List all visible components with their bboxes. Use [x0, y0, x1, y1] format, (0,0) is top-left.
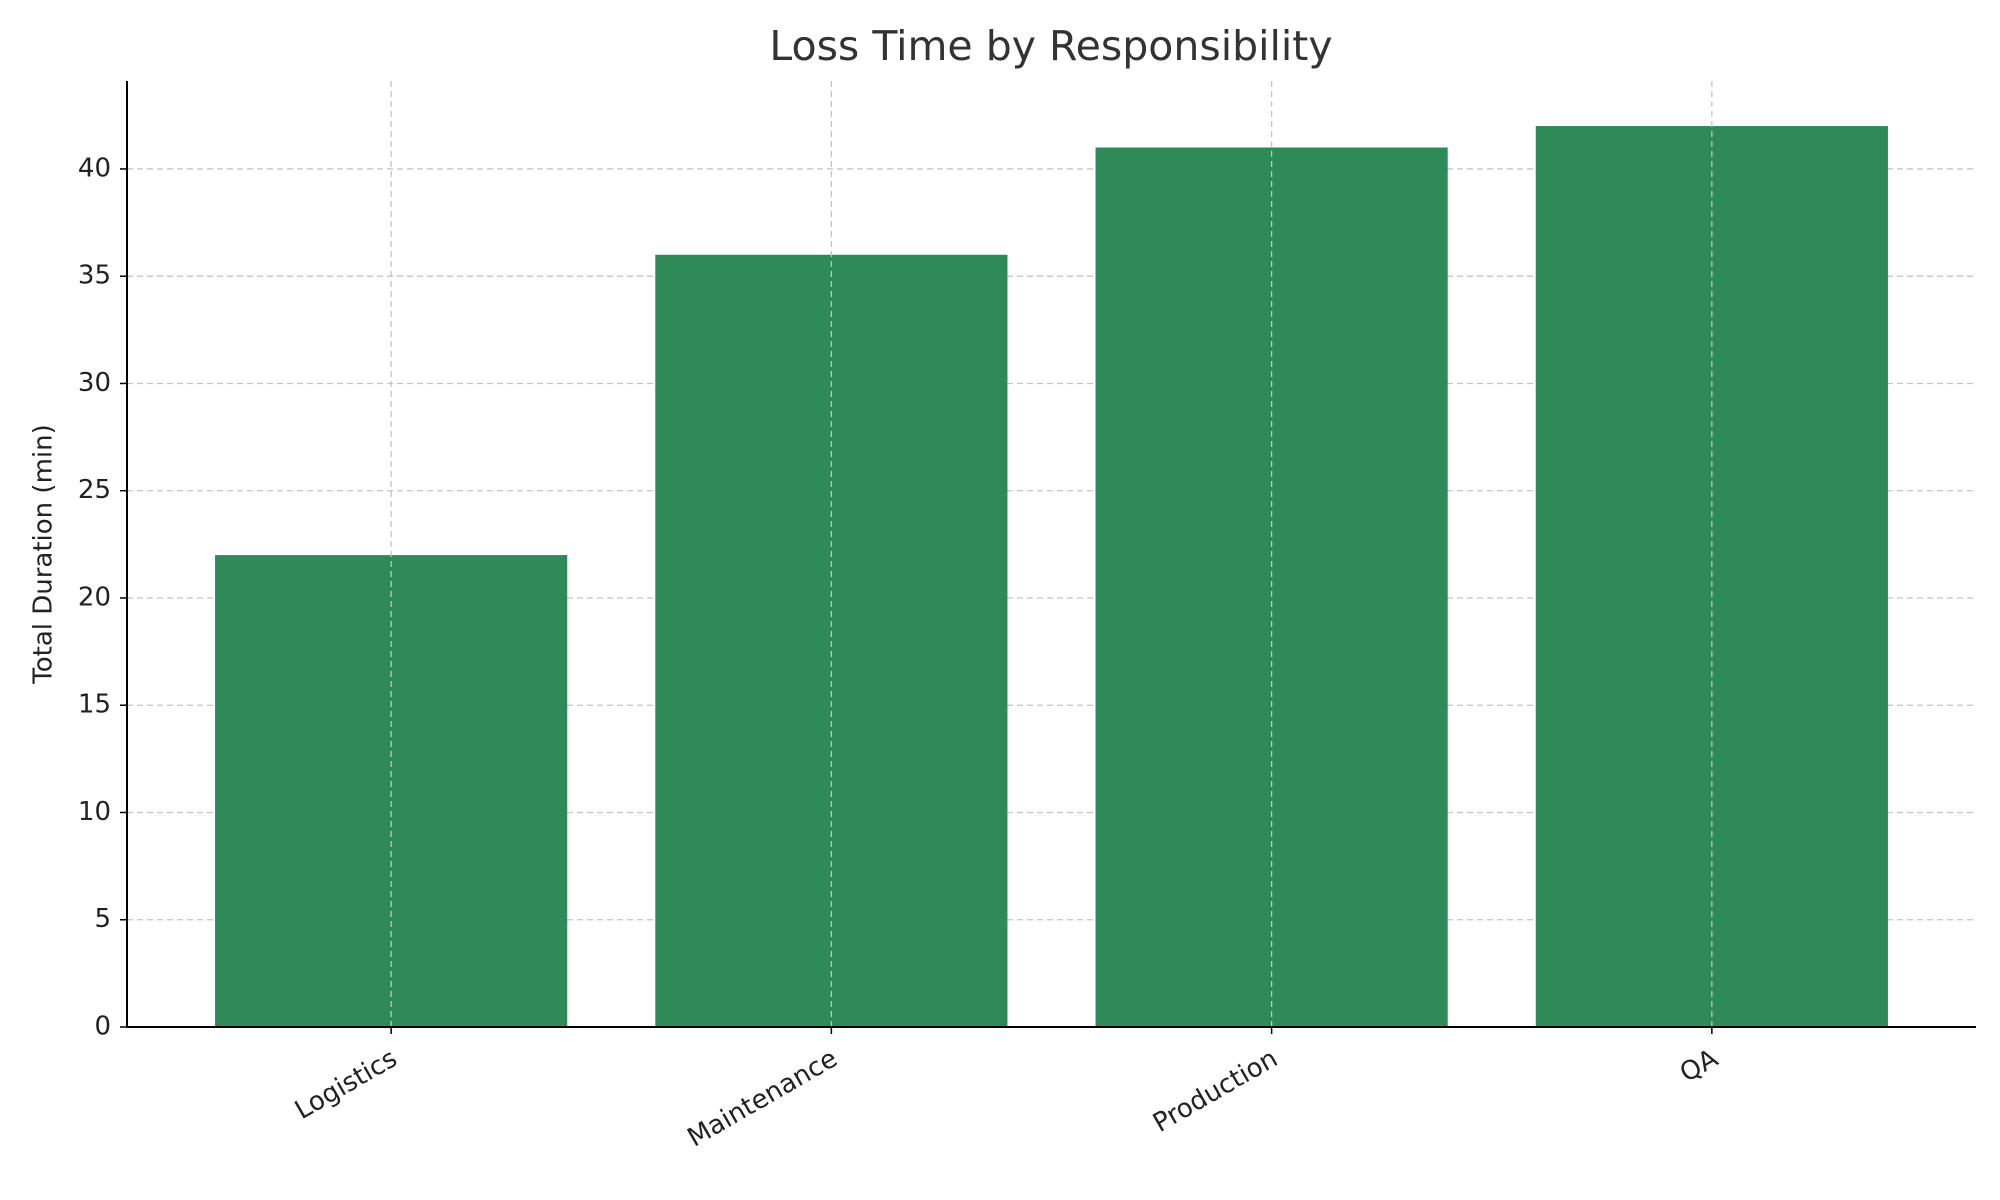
y-tick-label: 15 [78, 690, 111, 720]
y-axis-label: Total Duration (min) [29, 424, 59, 685]
x-tick-label: QA [1675, 1043, 1723, 1088]
y-tick-label: 35 [78, 261, 111, 291]
y-tick-label: 40 [78, 153, 111, 183]
y-tick-label: 25 [78, 475, 111, 505]
x-tick-label: Maintenance [683, 1044, 843, 1154]
y-tick-label: 30 [78, 368, 111, 398]
x-tick-label: Production [1148, 1044, 1283, 1139]
y-tick-label: 20 [78, 582, 111, 612]
y-tick-label: 10 [78, 797, 111, 827]
y-tick-label: 5 [94, 904, 111, 934]
chart-title: Loss Time by Responsibility [769, 22, 1332, 70]
x-tick-label: Logistics [290, 1044, 402, 1126]
y-tick-label: 0 [94, 1012, 111, 1042]
